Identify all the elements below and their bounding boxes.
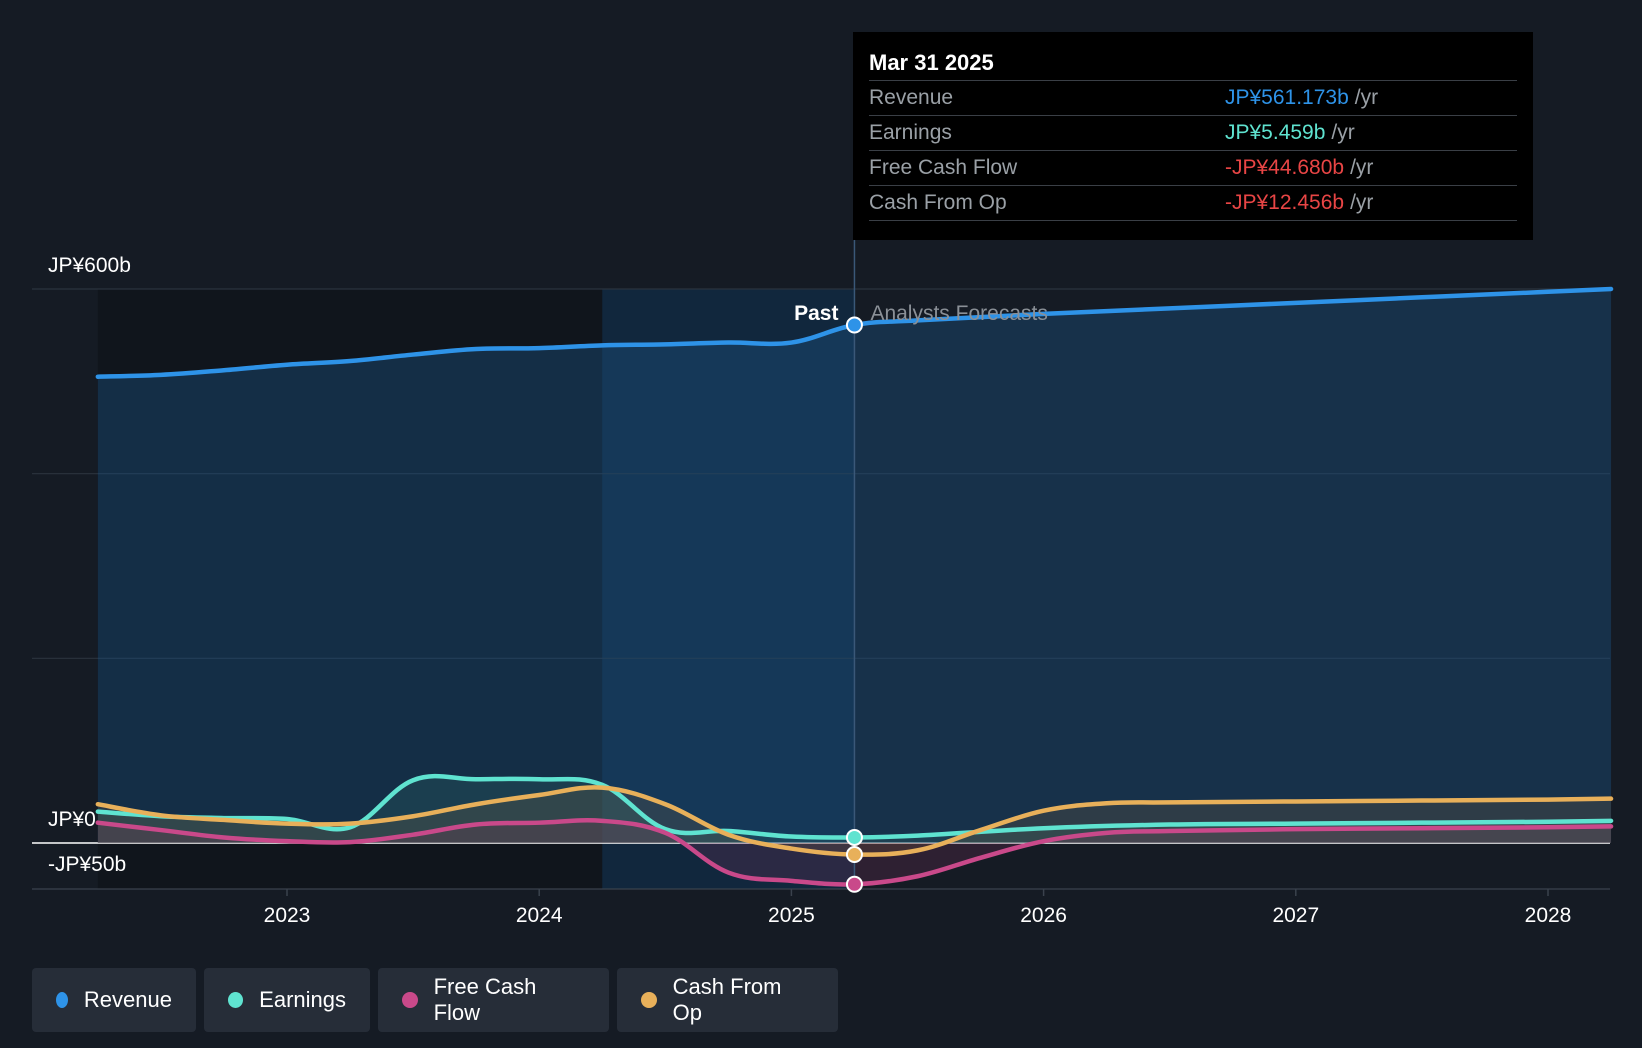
legend-dot-icon xyxy=(641,992,657,1008)
y-axis-label: JP¥600b xyxy=(48,254,131,277)
highlight-region-background xyxy=(602,289,855,889)
tooltip-value: -JP¥12.456b xyxy=(1225,191,1345,214)
cursor-markers xyxy=(845,316,863,893)
tooltip-value: JP¥561.173b xyxy=(1225,86,1349,109)
tooltip-row-free-cash-flow: Free Cash Flow -JP¥44.680b /yr xyxy=(869,151,1517,186)
forecast-label: Analysts Forecasts xyxy=(870,302,1047,325)
x-tick-label: 2024 xyxy=(516,904,563,927)
line-earnings xyxy=(95,773,1614,840)
tooltip-unit: /yr xyxy=(1350,191,1374,214)
y-axis-label: JP¥0 xyxy=(48,808,96,831)
line-free-cash-flow xyxy=(95,818,1614,887)
x-tick-label: 2025 xyxy=(768,904,815,927)
x-tick-label: 2023 xyxy=(264,904,311,927)
legend-label: Free Cash Flow xyxy=(433,974,537,1025)
y-axis-label: -JP¥50b xyxy=(48,853,126,876)
legend-label: Revenue xyxy=(83,987,172,1012)
tooltip-row-revenue: Revenue JP¥561.173b /yr xyxy=(869,81,1517,116)
legend-item-revenue[interactable]: Revenue xyxy=(32,968,196,1032)
tooltip-unit: /yr xyxy=(1331,121,1355,144)
marker-revenue xyxy=(845,316,863,334)
tooltip-label: Free Cash Flow xyxy=(869,156,1018,179)
line-revenue xyxy=(95,286,1614,379)
legend-dot-icon xyxy=(56,992,68,1008)
legend-dot-icon xyxy=(402,992,418,1008)
x-tick-label: 2027 xyxy=(1272,904,1319,927)
x-tick-label: 2028 xyxy=(1525,904,1572,927)
legend-label: Earnings xyxy=(259,987,346,1012)
tooltip-row-earnings: Earnings JP¥5.459b /yr xyxy=(869,116,1517,151)
tooltip: Mar 31 2025 Revenue JP¥561.173b /yr Earn… xyxy=(853,32,1533,240)
marker-free-cash-flow xyxy=(845,875,863,893)
tooltip-unit: /yr xyxy=(1350,156,1374,179)
legend-item-free-cash-flow[interactable]: Free Cash Flow xyxy=(378,968,609,1032)
tooltip-label: Cash From Op xyxy=(869,191,1007,214)
marker-cash-from-op xyxy=(845,846,863,864)
legend-item-cash-from-op[interactable]: Cash From Op xyxy=(617,968,838,1032)
marker-earnings xyxy=(845,828,863,846)
legend-item-earnings[interactable]: Earnings xyxy=(204,968,370,1032)
series-lines xyxy=(95,286,1614,887)
past-label: Past xyxy=(794,302,838,325)
legend-label: Cash From Op xyxy=(672,974,782,1025)
tooltip-row-cash-from-op: Cash From Op -JP¥12.456b /yr xyxy=(869,186,1517,221)
line-cash-from-op xyxy=(95,785,1614,857)
tooltip-label: Revenue xyxy=(869,86,954,109)
tooltip-unit: /yr xyxy=(1354,86,1379,109)
tooltip-date: Mar 31 2025 xyxy=(869,46,1517,81)
y-axis: JP¥600b JP¥0 -JP¥50b xyxy=(48,254,131,876)
legend: Revenue Earnings Free Cash Flow Cash Fro… xyxy=(32,968,838,1032)
x-axis: 2023 2024 2025 2026 2027 2028 xyxy=(264,889,1572,927)
tooltip-label: Earnings xyxy=(869,121,952,144)
tooltip-value: -JP¥44.680b xyxy=(1225,156,1345,179)
tooltip-value: JP¥5.459b xyxy=(1225,121,1326,144)
x-tick-label: 2026 xyxy=(1020,904,1067,927)
legend-dot-icon xyxy=(228,992,244,1008)
